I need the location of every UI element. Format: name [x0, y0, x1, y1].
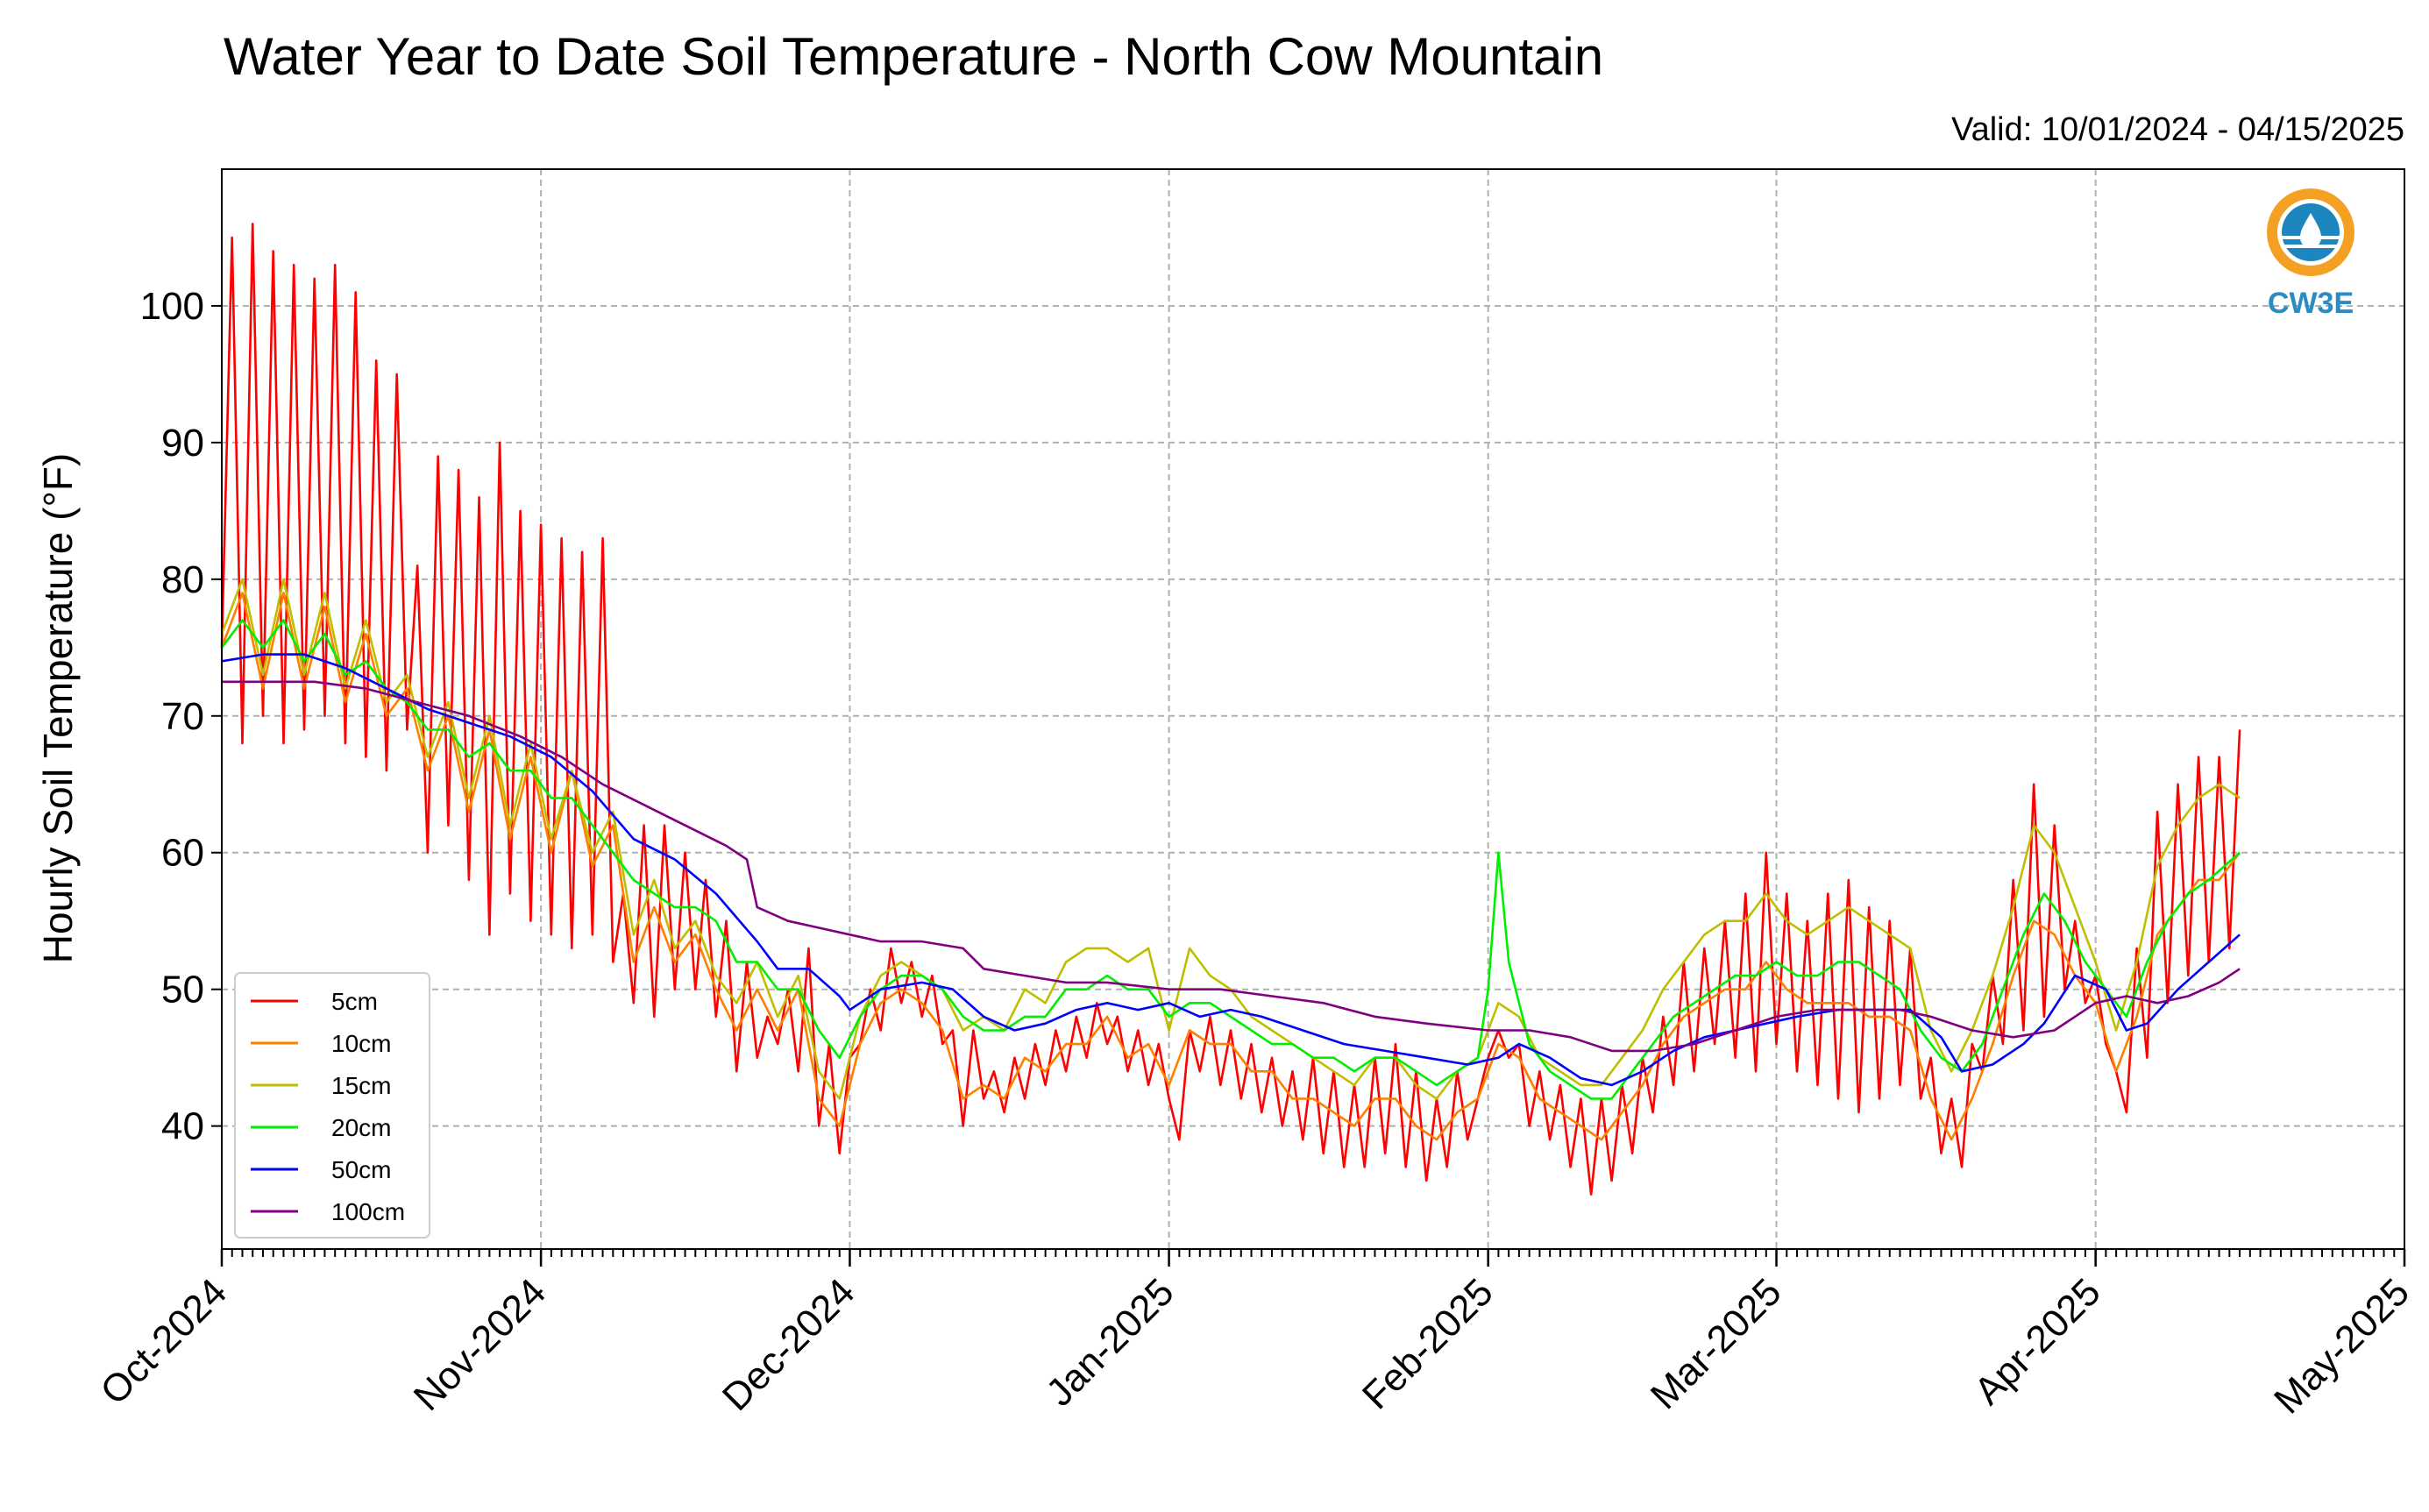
series-line-20cm — [220, 619, 2241, 1100]
y-tick-label: 60 — [161, 832, 204, 875]
legend-label-15cm: 15cm — [331, 1072, 391, 1099]
x-tick-label: Nov-2024 — [406, 1270, 555, 1419]
x-tick-label: Mar-2025 — [1643, 1270, 1790, 1417]
y-tick-label: 70 — [161, 695, 204, 738]
series-lines — [220, 223, 2241, 1196]
cw3e-logo: CW3E — [2267, 188, 2354, 320]
y-tick-label: 90 — [161, 422, 204, 465]
chart-subtitle: Valid: 10/01/2024 - 04/15/2025 — [1951, 111, 2404, 148]
x-tick-label: Jan-2025 — [1038, 1270, 1182, 1414]
x-tick-label: May-2025 — [2266, 1270, 2418, 1422]
series-line-100cm — [222, 680, 2241, 1053]
y-axis-label: Hourly Soil Temperature (°F) — [35, 453, 81, 964]
y-axis: 40 50 60 70 80 90 100 — [140, 285, 222, 1148]
legend-label-50cm: 50cm — [331, 1156, 391, 1183]
legend-label-20cm: 20cm — [331, 1114, 391, 1141]
y-tick-label: 50 — [161, 969, 204, 1012]
series-line-5cm — [220, 223, 2241, 1196]
x-tick-label: Apr-2025 — [1966, 1270, 2109, 1413]
series-line-15cm — [220, 578, 2241, 1100]
water-drop-icon — [2300, 213, 2321, 248]
grid — [221, 169, 2405, 1249]
legend-label-10cm: 10cm — [331, 1030, 391, 1057]
y-tick-label: 80 — [161, 558, 204, 601]
series-line-10cm — [220, 592, 2241, 1141]
y-tick-label: 100 — [140, 285, 204, 328]
legend-box — [234, 972, 430, 1239]
y-tick-label: 40 — [161, 1105, 204, 1148]
x-tick-label: Dec-2024 — [714, 1270, 863, 1419]
logo-text: CW3E — [2268, 287, 2354, 320]
x-tick-label: Oct-2024 — [92, 1270, 235, 1413]
x-axis: Oct-2024 Nov-2024 Dec-2024 Jan-2025 Feb-2025… — [92, 1249, 2418, 1422]
legend-label-100cm: 100cm — [331, 1198, 405, 1225]
legend-label-5cm: 5cm — [331, 988, 378, 1015]
plot-frame — [221, 168, 2405, 1250]
legend: 5cm 10cm 15cm 20cm 50cm 100cm — [234, 972, 430, 1239]
chart-title: Water Year to Date Soil Temperature - No… — [224, 27, 1603, 86]
series-line-50cm — [221, 653, 2241, 1087]
x-tick-label: Feb-2025 — [1354, 1270, 1502, 1417]
